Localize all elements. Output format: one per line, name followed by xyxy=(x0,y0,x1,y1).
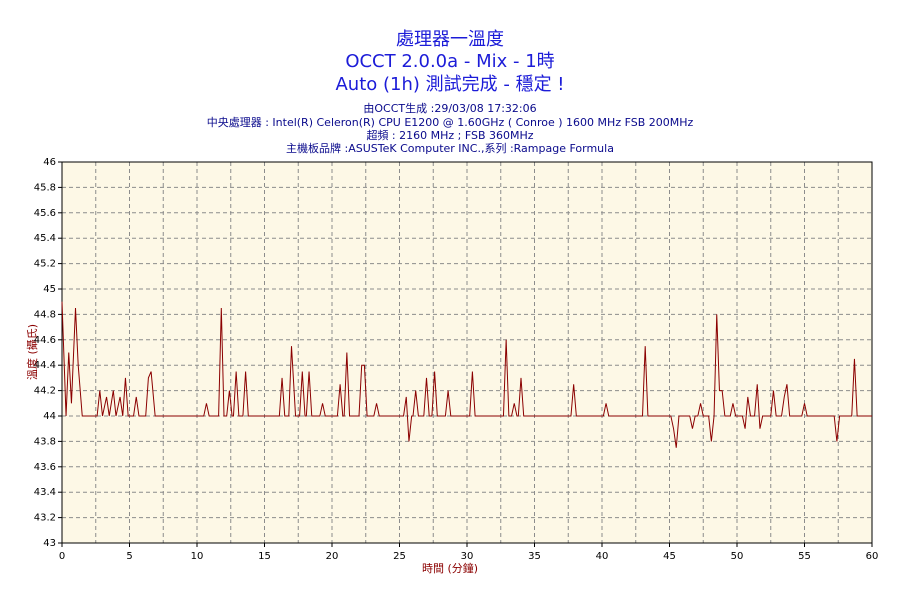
chart-title: Auto (1h) 測試完成 - 穩定 ! xyxy=(335,74,564,95)
chart-title: OCCT 2.0.0a - Mix - 1時 xyxy=(345,51,554,72)
x-tick-label: 50 xyxy=(731,551,744,562)
y-tick-label: 45.6 xyxy=(34,208,56,219)
x-tick-label: 15 xyxy=(258,551,271,562)
y-tick-label: 44.4 xyxy=(34,360,56,371)
x-tick-label: 55 xyxy=(798,551,811,562)
y-tick-label: 44.8 xyxy=(34,309,56,320)
y-tick-label: 44.2 xyxy=(34,386,56,397)
x-tick-label: 60 xyxy=(866,551,879,562)
x-tick-label: 25 xyxy=(393,551,406,562)
chart-subtitle: 超頻 : 2160 MHz ; FSB 360MHz xyxy=(366,128,533,142)
y-tick-label: 46 xyxy=(43,157,56,168)
x-tick-label: 20 xyxy=(326,551,339,562)
x-tick-label: 5 xyxy=(126,551,132,562)
x-axis-label: 時間 (分鐘) xyxy=(422,561,478,575)
chart-subtitle: 中央處理器 : Intel(R) Celeron(R) CPU E1200 @ … xyxy=(207,115,694,129)
y-tick-label: 44 xyxy=(43,411,56,422)
plot-frame xyxy=(61,161,873,544)
x-tick-label: 40 xyxy=(596,551,609,562)
x-tick-label: 0 xyxy=(59,551,65,562)
chart-subtitle: 主機板品牌 :ASUSTeK Computer INC.,系列 :Rampage… xyxy=(286,141,614,155)
chart-subtitle: 由OCCT生成 :29/03/08 17:32:06 xyxy=(363,101,536,115)
y-tick-label: 43.6 xyxy=(34,462,56,473)
y-tick-label: 44.6 xyxy=(34,335,56,346)
y-tick-label: 43.2 xyxy=(34,513,56,524)
y-tick-label: 43.4 xyxy=(34,487,56,498)
x-tick-label: 10 xyxy=(191,551,204,562)
chart-title: 處理器一溫度 xyxy=(396,29,504,50)
y-tick-label: 43.8 xyxy=(34,436,56,447)
y-tick-label: 45.4 xyxy=(34,233,56,244)
x-tick-label: 35 xyxy=(528,551,541,562)
y-tick-label: 45.8 xyxy=(34,182,56,193)
x-tick-label: 30 xyxy=(461,551,474,562)
y-tick-label: 45 xyxy=(43,284,56,295)
x-tick-label: 45 xyxy=(663,551,676,562)
y-axis-label: 溫度 (攝氏) xyxy=(25,324,39,380)
y-tick-label: 45.2 xyxy=(34,259,56,270)
y-tick-label: 43 xyxy=(43,538,56,549)
data-line xyxy=(61,301,872,448)
